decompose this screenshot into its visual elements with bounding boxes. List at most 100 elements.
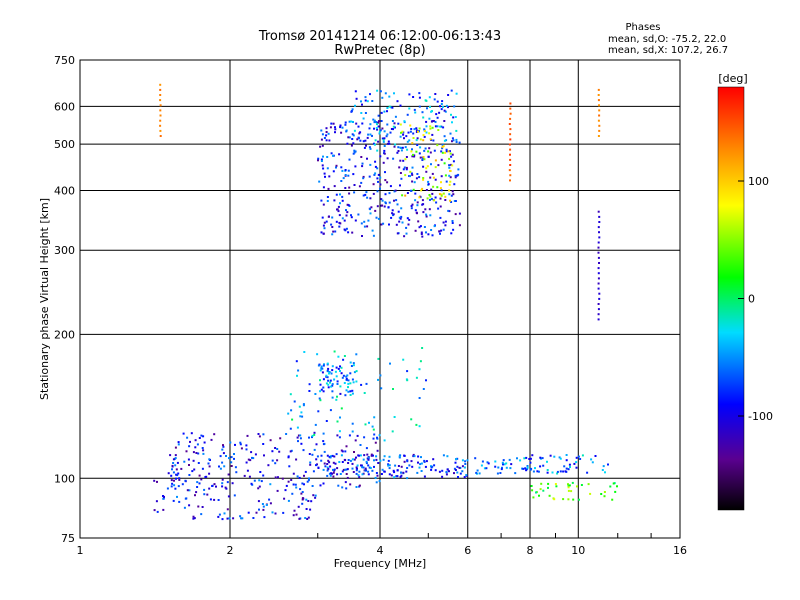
data-point xyxy=(597,303,600,305)
data-point xyxy=(406,148,409,151)
data-point xyxy=(355,97,358,100)
data-point xyxy=(339,202,341,205)
data-point xyxy=(337,205,340,208)
data-point xyxy=(432,458,435,461)
data-point xyxy=(265,504,268,506)
data-point xyxy=(311,453,314,456)
data-point xyxy=(269,483,272,486)
data-point xyxy=(453,200,456,202)
data-point xyxy=(314,423,317,426)
data-point xyxy=(389,131,392,134)
data-point xyxy=(390,474,393,477)
data-point xyxy=(323,172,326,175)
data-point xyxy=(347,462,350,464)
data-point xyxy=(292,483,295,486)
data-point xyxy=(603,495,606,498)
data-point xyxy=(296,436,299,439)
data-point xyxy=(300,442,303,445)
data-point xyxy=(346,203,349,206)
data-point xyxy=(358,476,361,479)
data-point xyxy=(431,126,434,129)
data-point xyxy=(231,482,234,485)
data-point xyxy=(445,139,448,142)
data-point xyxy=(411,142,414,145)
data-point xyxy=(514,472,517,475)
phase-stats: Phases mean, sd,O: -75.2, 22.0 mean, sd,… xyxy=(608,22,728,56)
data-point xyxy=(461,465,464,468)
data-point xyxy=(494,460,497,463)
data-point xyxy=(226,481,229,484)
data-point xyxy=(392,125,395,128)
data-point xyxy=(195,452,198,454)
data-point xyxy=(372,234,375,237)
data-point xyxy=(447,150,450,153)
data-point xyxy=(358,137,360,140)
data-point xyxy=(611,498,614,501)
data-point xyxy=(274,512,277,515)
data-point xyxy=(321,144,324,147)
data-point xyxy=(344,450,347,453)
data-point xyxy=(370,206,373,209)
data-point xyxy=(338,430,341,433)
data-point xyxy=(348,136,351,139)
data-point xyxy=(405,166,408,169)
data-point xyxy=(448,189,451,192)
data-point xyxy=(326,362,329,365)
data-point xyxy=(436,100,439,103)
data-point xyxy=(203,493,206,496)
data-point xyxy=(182,432,185,435)
data-point xyxy=(257,487,260,490)
data-point xyxy=(423,460,426,463)
data-point xyxy=(549,454,552,457)
data-point xyxy=(250,451,253,454)
data-point xyxy=(175,477,177,480)
data-point xyxy=(384,179,387,182)
data-point xyxy=(449,132,452,135)
data-point xyxy=(257,500,260,503)
data-point xyxy=(347,459,350,461)
data-point xyxy=(362,117,365,120)
data-point xyxy=(268,498,271,501)
data-point xyxy=(366,196,369,199)
colorbar-ticks: 100 0 -100 xyxy=(738,175,773,423)
data-point xyxy=(174,446,177,449)
data-point xyxy=(447,209,450,212)
data-point xyxy=(271,511,274,514)
data-point xyxy=(325,131,328,133)
data-point xyxy=(328,461,331,464)
data-point xyxy=(343,228,346,231)
data-point xyxy=(598,215,601,218)
data-point xyxy=(367,464,370,467)
data-point xyxy=(340,407,343,410)
data-point xyxy=(296,374,298,377)
data-point xyxy=(202,452,205,455)
data-point xyxy=(369,212,372,215)
data-point xyxy=(380,387,383,390)
data-point xyxy=(373,173,376,176)
data-point xyxy=(597,226,600,229)
data-point xyxy=(433,464,436,467)
data-point xyxy=(200,513,203,516)
data-point xyxy=(309,508,312,511)
data-point xyxy=(524,467,527,470)
data-point xyxy=(423,135,426,138)
data-point xyxy=(425,379,427,382)
data-point xyxy=(598,114,601,117)
data-point xyxy=(399,135,402,138)
data-point xyxy=(383,455,386,458)
data-point xyxy=(354,104,356,107)
data-point xyxy=(577,455,580,458)
data-point xyxy=(442,192,445,195)
data-point xyxy=(257,433,260,435)
data-point xyxy=(409,124,412,127)
data-point xyxy=(429,198,431,201)
data-point xyxy=(406,217,409,220)
data-point xyxy=(419,146,422,149)
data-point xyxy=(456,457,459,460)
data-point xyxy=(404,194,407,197)
data-point xyxy=(323,137,326,139)
data-point xyxy=(456,471,459,474)
data-point xyxy=(423,158,426,161)
data-point xyxy=(396,203,399,206)
data-point xyxy=(340,180,343,182)
